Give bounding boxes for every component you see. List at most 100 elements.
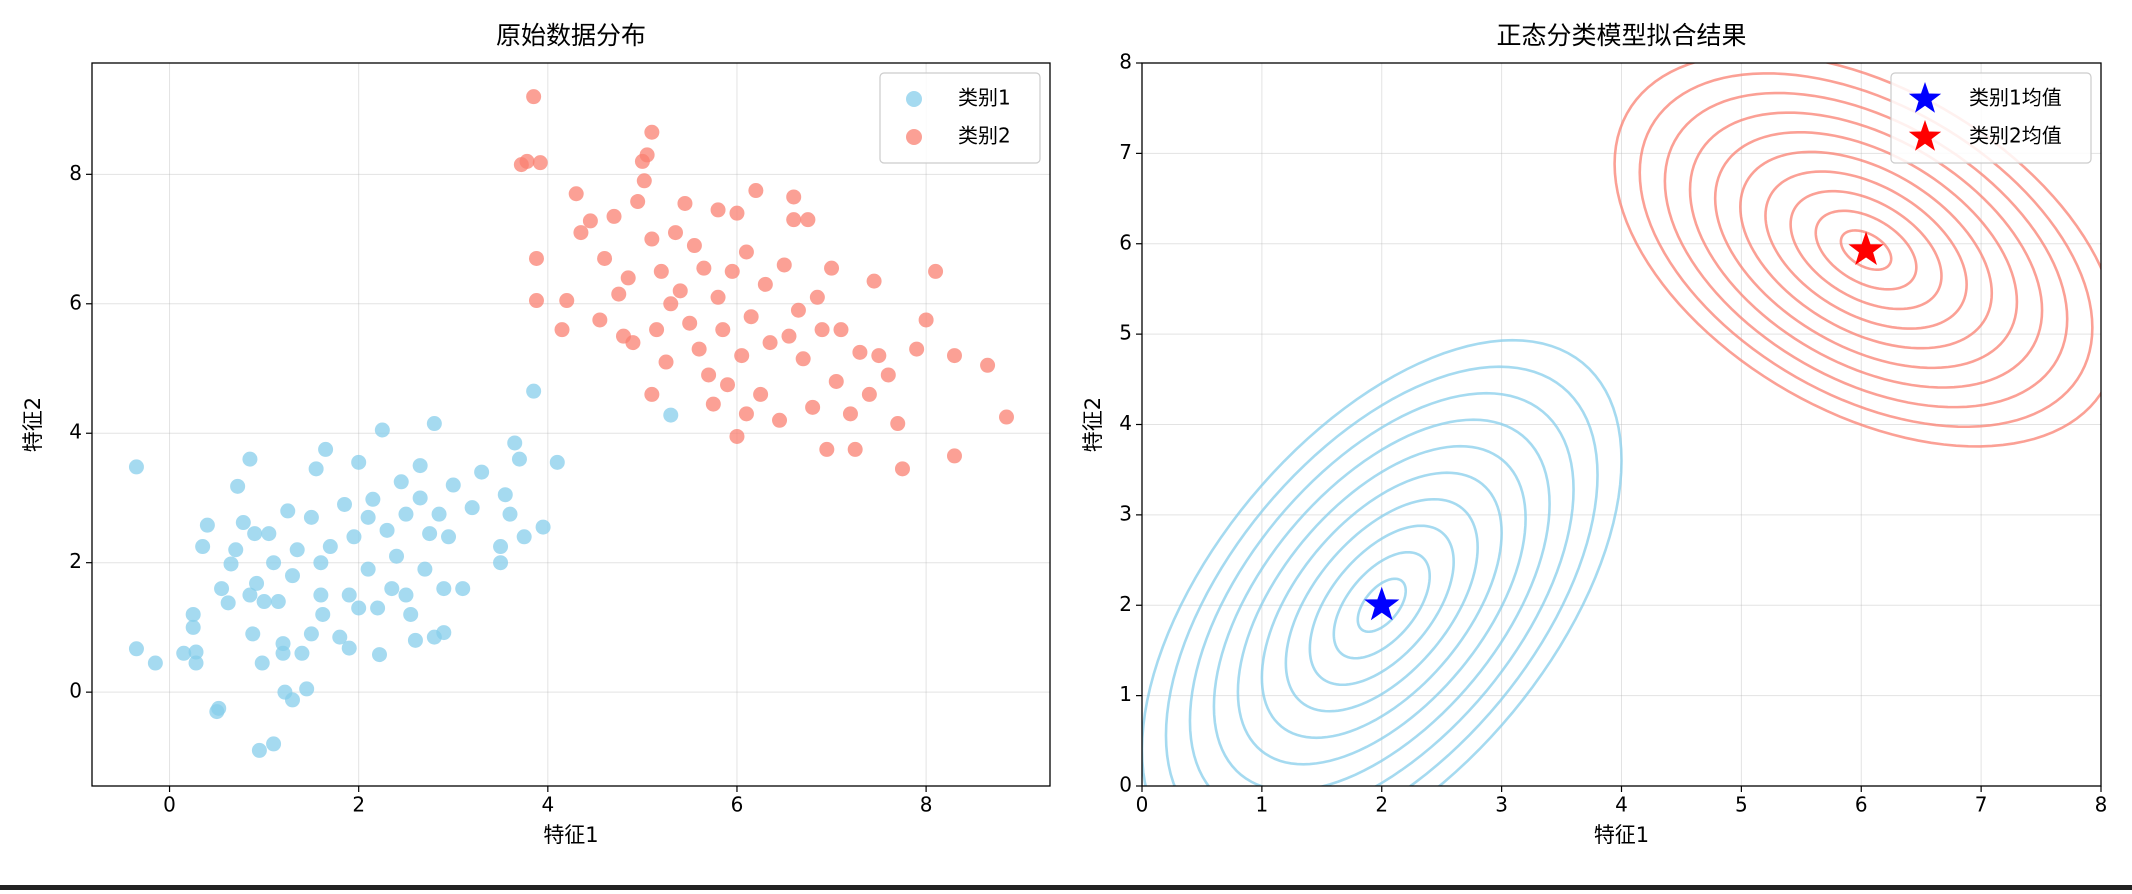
- point: [441, 529, 457, 545]
- y-tick-label: 8: [1119, 50, 1132, 74]
- point: [384, 581, 400, 597]
- legend-label: 类别1: [958, 86, 1011, 110]
- point: [559, 293, 575, 309]
- point: [474, 464, 490, 480]
- point: [814, 322, 830, 338]
- legend-marker: [1908, 120, 1942, 151]
- point: [199, 517, 215, 533]
- contour: [1814, 209, 1918, 291]
- y-tick-label: 6: [69, 290, 82, 314]
- point: [582, 213, 598, 229]
- point: [493, 555, 509, 571]
- point: [379, 522, 395, 538]
- x-tick-label: 0: [1136, 793, 1149, 817]
- point: [254, 655, 270, 671]
- point: [256, 594, 272, 610]
- point: [946, 348, 962, 364]
- point: [275, 645, 291, 661]
- x-tick-label: 2: [1375, 793, 1388, 817]
- point: [554, 322, 570, 338]
- point: [738, 406, 754, 422]
- point: [445, 477, 461, 493]
- point: [407, 632, 423, 648]
- point: [211, 700, 227, 716]
- point: [195, 539, 211, 555]
- point: [625, 335, 641, 351]
- contour: [1739, 150, 1994, 350]
- contour: [1764, 170, 1968, 330]
- point: [847, 441, 863, 457]
- point: [176, 645, 192, 661]
- point: [403, 606, 419, 622]
- point: [715, 322, 731, 338]
- y-tick-label: 1: [1119, 682, 1132, 706]
- x-tick-label: 6: [1855, 793, 1868, 817]
- x-tick-label: 4: [1615, 793, 1628, 817]
- point: [516, 529, 532, 545]
- y-axis-label: 特征2: [21, 397, 45, 452]
- point: [663, 407, 679, 423]
- point: [464, 500, 480, 516]
- y-tick-label: 0: [1119, 773, 1132, 797]
- point: [322, 539, 338, 555]
- point: [511, 451, 527, 467]
- legend-marker: [906, 91, 922, 107]
- point: [928, 263, 944, 279]
- point: [644, 124, 660, 140]
- point: [128, 641, 144, 657]
- point: [247, 526, 263, 542]
- point: [313, 587, 329, 603]
- point: [214, 581, 230, 597]
- point: [663, 296, 679, 312]
- point: [528, 293, 544, 309]
- point: [710, 202, 726, 218]
- point: [668, 225, 684, 241]
- point: [249, 575, 265, 591]
- point: [299, 681, 315, 697]
- point: [980, 357, 996, 373]
- contour: [1839, 229, 1893, 272]
- point: [412, 490, 428, 506]
- point: [918, 312, 934, 328]
- point: [743, 309, 759, 325]
- bottom-border: [0, 885, 2132, 890]
- point: [245, 626, 261, 642]
- point: [360, 509, 376, 525]
- point: [620, 270, 636, 286]
- mean-star: [1364, 586, 1400, 621]
- point: [337, 496, 353, 512]
- point: [315, 606, 331, 622]
- point: [705, 396, 721, 412]
- point: [658, 354, 674, 370]
- point: [649, 322, 665, 338]
- point: [365, 491, 381, 507]
- point: [819, 441, 835, 457]
- legend-label: 类别2均值: [1969, 124, 2062, 148]
- point: [513, 157, 529, 173]
- point: [389, 548, 405, 564]
- point: [710, 289, 726, 305]
- y-tick-label: 4: [69, 420, 82, 444]
- point: [880, 367, 896, 383]
- point: [852, 344, 868, 360]
- point: [266, 555, 282, 571]
- legend-label: 类别1均值: [1969, 86, 2062, 110]
- x-axis-label: 特征1: [1594, 823, 1649, 847]
- x-tick-label: 2: [352, 793, 365, 817]
- point: [597, 250, 613, 266]
- point: [346, 529, 362, 545]
- point: [946, 448, 962, 464]
- contour: [1142, 338, 1623, 786]
- contour: [1260, 471, 1503, 740]
- point: [308, 461, 324, 477]
- chart-title: 正态分类模型拟合结果: [1496, 21, 1746, 50]
- point: [235, 515, 251, 531]
- point: [677, 195, 693, 211]
- point: [502, 506, 518, 522]
- point: [805, 399, 821, 415]
- point: [507, 435, 523, 451]
- legend-marker: [1908, 82, 1942, 113]
- point: [497, 487, 513, 503]
- point: [436, 625, 452, 641]
